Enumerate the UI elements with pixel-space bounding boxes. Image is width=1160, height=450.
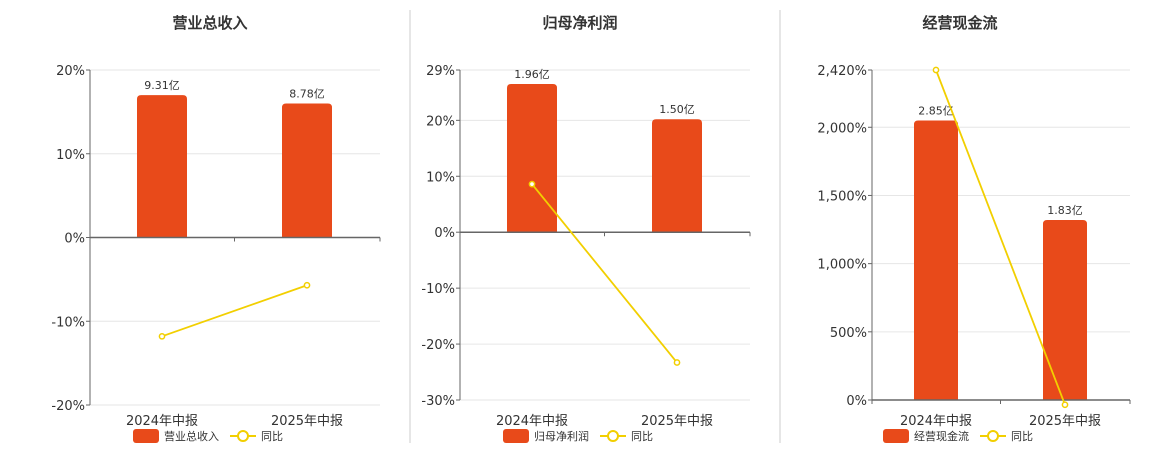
y-tick-label: 10% <box>56 148 85 163</box>
bar-data-label: 8.78亿 <box>289 88 325 101</box>
legend-bar-swatch <box>883 429 909 443</box>
x-category-label: 2024年中报 <box>126 414 198 429</box>
y-tick-label: 2,420% <box>817 64 867 79</box>
y-tick-label: 2,000% <box>817 121 867 136</box>
legend-line-marker <box>987 430 999 442</box>
yoy-line <box>935 69 1066 406</box>
y-tick-label: 1,500% <box>817 189 867 204</box>
bar <box>652 119 702 233</box>
chart-panel-1: 营业总收入 -20% -10% 0% 10% 20% 9.31亿 8.78亿 2024年中报 20… <box>51 14 381 443</box>
chart-title: 归母净利润 <box>542 14 617 32</box>
yoy-line <box>531 183 678 364</box>
legend-bar-label: 经营现金流 <box>914 429 969 443</box>
yoy-point <box>1061 401 1069 409</box>
y-tick-label: 500% <box>830 326 867 341</box>
yoy-point <box>528 180 536 188</box>
y-tick-label: 0% <box>846 394 867 409</box>
bar-data-label: 1.96亿 <box>514 68 550 81</box>
y-tick-label: 29% <box>426 64 455 79</box>
legend-bar-swatch <box>133 429 159 443</box>
legend-line-label: 同比 <box>1011 430 1033 443</box>
y-tick-label: 20% <box>426 114 455 129</box>
y-tick-label: 10% <box>426 170 455 185</box>
y-tick-label: 1,000% <box>817 258 867 273</box>
x-category-label: 2025年中报 <box>271 414 343 429</box>
bar-data-label: 1.83亿 <box>1047 204 1083 217</box>
yoy-point <box>303 281 311 289</box>
yoy-point <box>673 359 681 366</box>
chart-panel-3: 经营现金流 0% 500% 1,000% 1,500% 2,000% 2,420% 2.85亿… <box>817 14 1131 443</box>
yoy-line <box>161 284 308 338</box>
chart-title: 营业总收入 <box>172 14 247 32</box>
bar <box>1043 220 1087 400</box>
chart-panel-2: 归母净利润 -30% -20% -10% 0% 10% 20% 29% 1.96亿 1.50亿 20… <box>421 14 751 443</box>
bar-data-label: 9.31亿 <box>144 79 180 92</box>
yoy-point <box>932 66 940 74</box>
legend-bar-label: 营业总收入 <box>164 429 219 443</box>
y-tick-label: 0% <box>434 226 455 241</box>
x-category-label: 2025年中报 <box>641 414 713 429</box>
legend-line-label: 同比 <box>631 430 653 443</box>
y-tick-label: -10% <box>51 315 85 330</box>
bar-data-label: 2.85亿 <box>918 104 954 117</box>
legend-bar-swatch <box>503 429 529 443</box>
chart-title: 经营现金流 <box>922 14 997 32</box>
legend-line-marker <box>607 430 619 442</box>
bar <box>914 120 958 401</box>
y-tick-label: -20% <box>421 338 455 353</box>
y-tick-label: -30% <box>421 394 455 409</box>
x-category-label: 2024年中报 <box>900 414 972 429</box>
bar <box>282 103 332 238</box>
y-tick-label: -20% <box>51 399 85 414</box>
y-tick-label: -10% <box>421 282 455 297</box>
bar <box>507 83 557 233</box>
legend-line-marker <box>237 430 249 442</box>
x-category-label: 2024年中报 <box>496 414 568 429</box>
yoy-point <box>158 332 166 340</box>
legend-bar-label: 归母净利润 <box>534 429 589 443</box>
bar <box>137 95 187 238</box>
legend-line-label: 同比 <box>261 430 283 443</box>
y-tick-label: 20% <box>56 64 85 79</box>
x-category-label: 2025年中报 <box>1029 414 1101 429</box>
y-tick-label: 0% <box>64 232 85 247</box>
bar-data-label: 1.50亿 <box>659 103 695 116</box>
